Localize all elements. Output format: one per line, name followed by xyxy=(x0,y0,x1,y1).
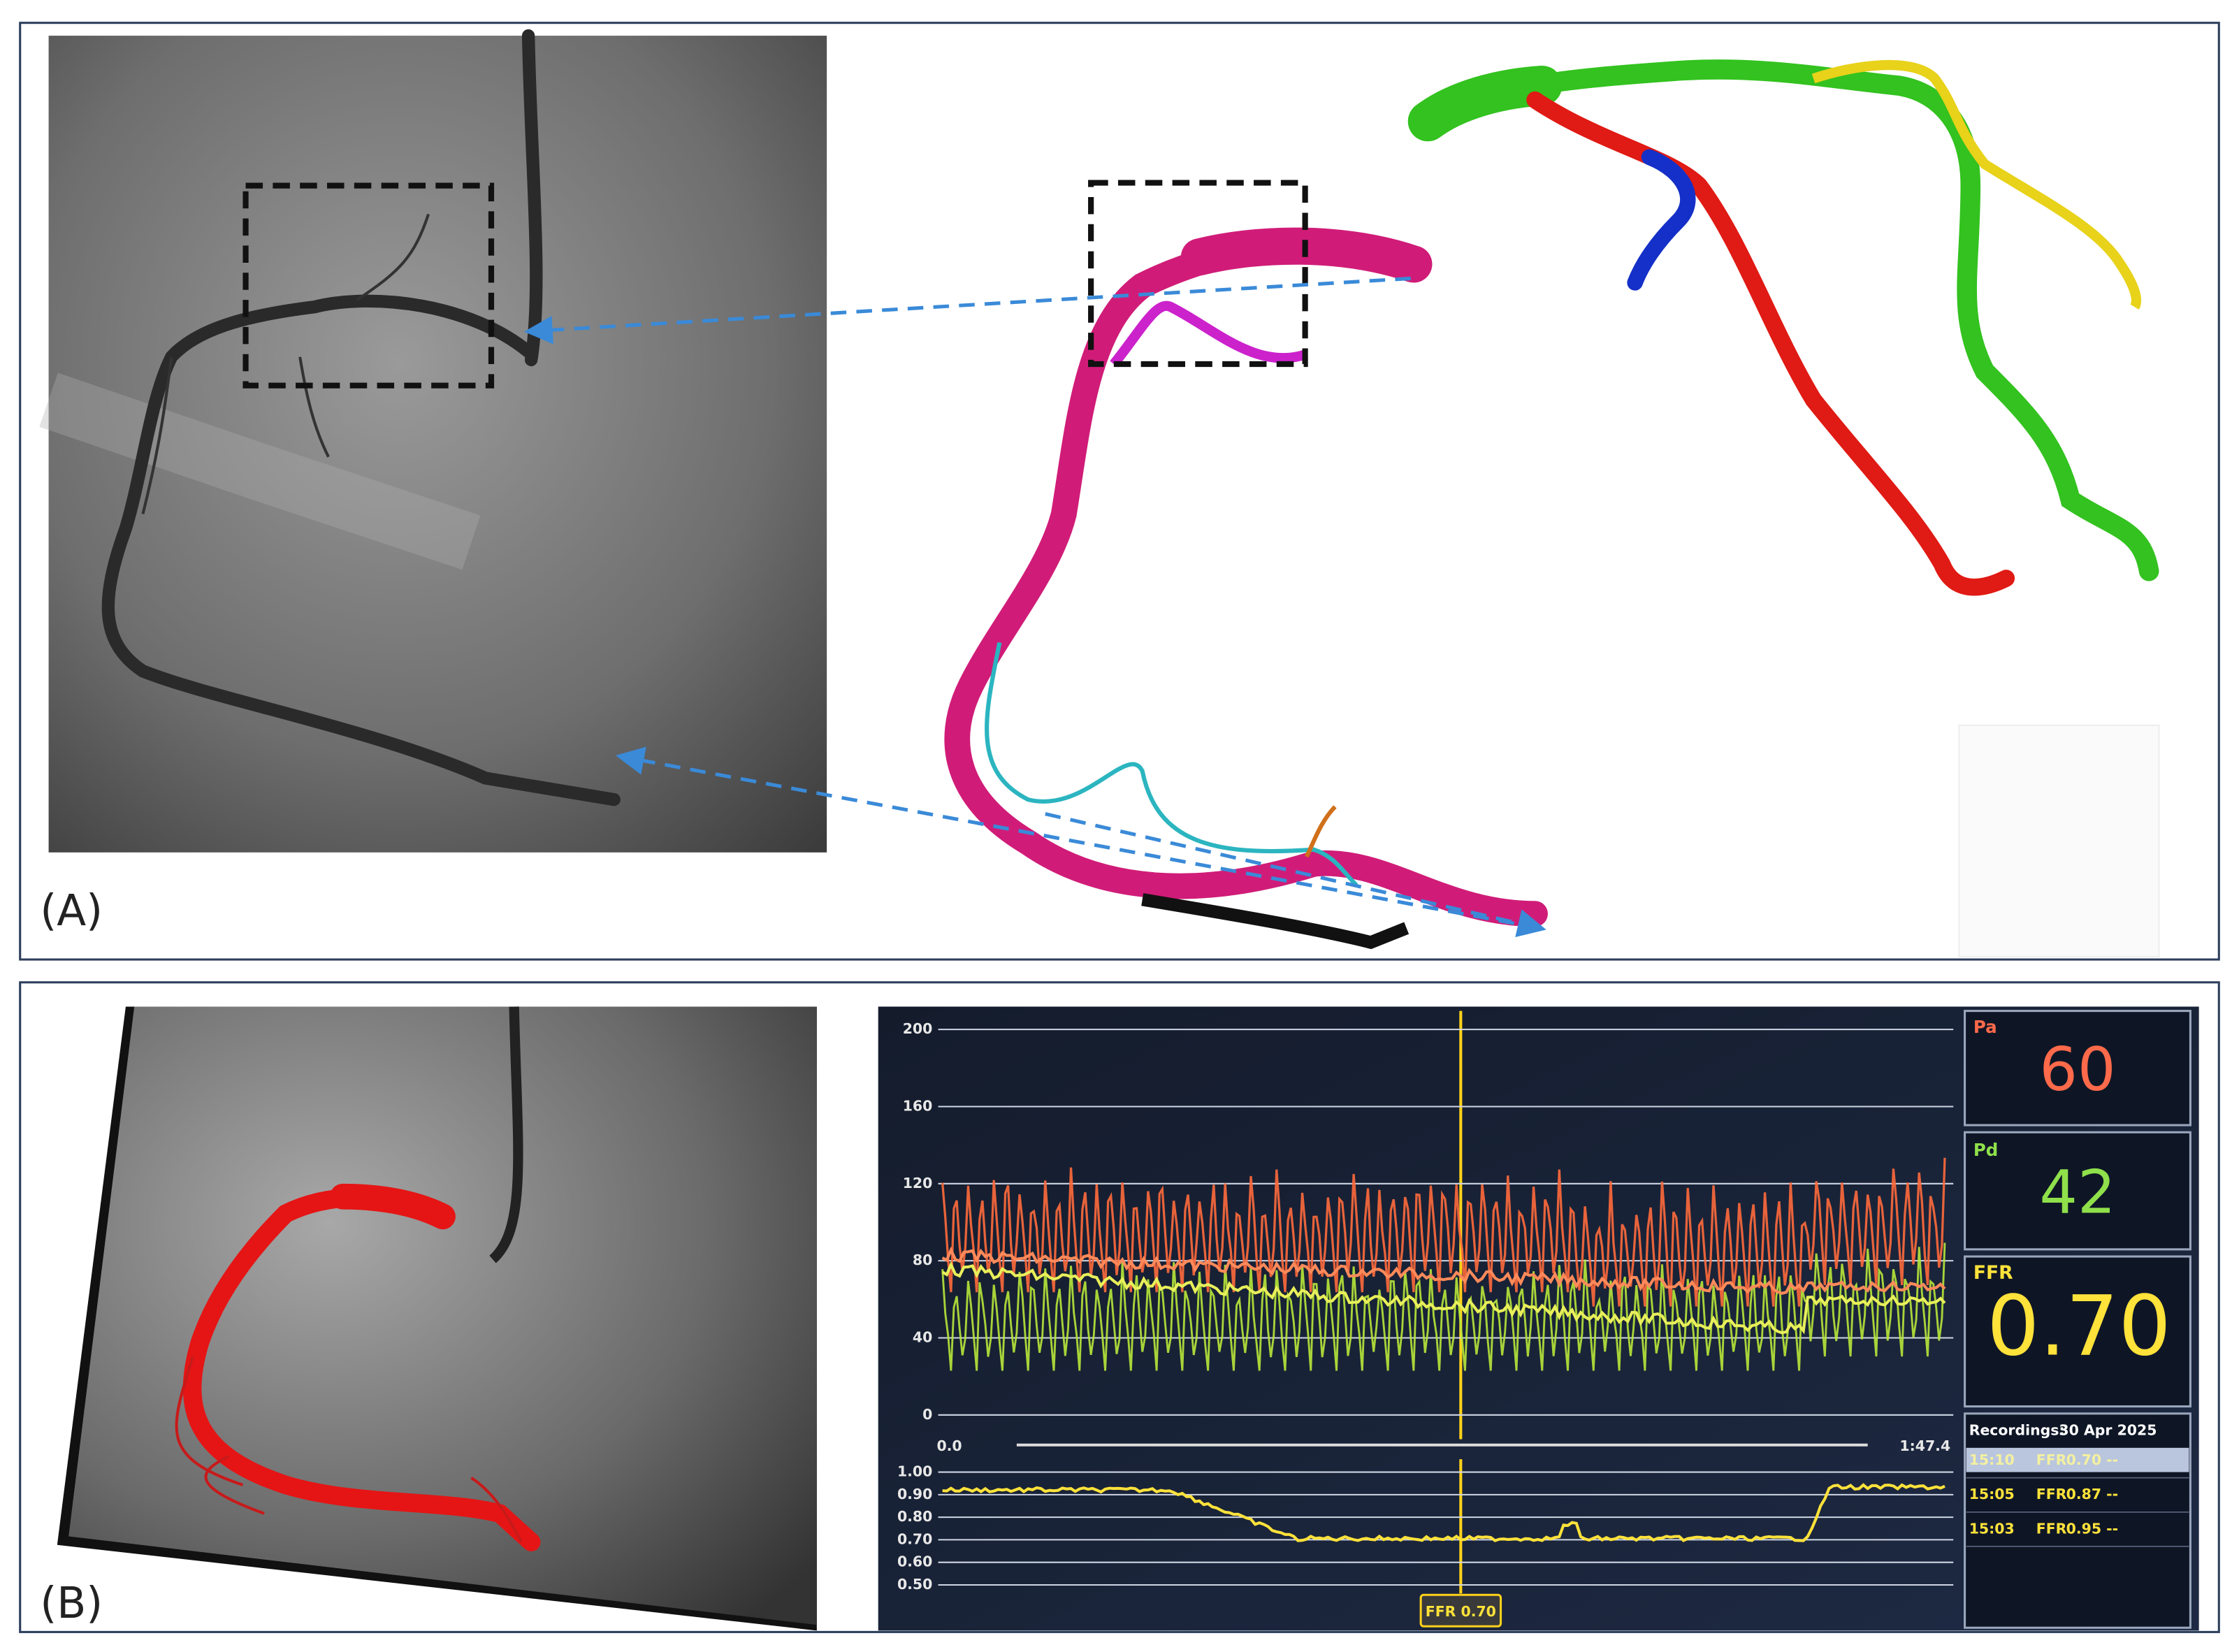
panel-label: (B) xyxy=(40,1579,103,1628)
angiogram-a xyxy=(39,29,827,853)
y-tick-label: 40 xyxy=(913,1328,932,1345)
y-tick-label: 0.60 xyxy=(897,1553,932,1570)
y-tick-label: 80 xyxy=(913,1252,932,1268)
waveform xyxy=(941,1242,1946,1371)
ffr-value: 0.70 xyxy=(1987,1278,2171,1375)
vessel-3d-rca xyxy=(944,180,1548,950)
cursor-label: FFR 0.70 xyxy=(1426,1603,1496,1620)
arrow xyxy=(523,276,1411,345)
pd-label: Pd xyxy=(1973,1140,1999,1160)
ffr-trace xyxy=(942,1483,1945,1542)
recording-cell: 0.87 -- xyxy=(2066,1486,2118,1502)
recording-cell: FFR xyxy=(2036,1520,2067,1537)
y-tick-label: 0 xyxy=(922,1406,932,1423)
y-tick-label: 120 xyxy=(903,1175,933,1191)
recordings-title: Recordings: xyxy=(1969,1421,2065,1438)
recording-cell: FFR xyxy=(2036,1451,2067,1468)
recording-cell: FFR xyxy=(2036,1486,2067,1502)
time-label: 1:47.4 xyxy=(1899,1437,1950,1454)
recording-cell: 0.70 -- xyxy=(2066,1451,2118,1468)
y-tick-label: 0.70 xyxy=(897,1530,932,1547)
inset-box xyxy=(1958,724,2160,957)
time-label: 0.0 xyxy=(936,1437,962,1454)
y-tick-label: 0.90 xyxy=(897,1486,932,1502)
mean-pa xyxy=(941,1246,1946,1295)
mean-pd xyxy=(941,1261,1946,1335)
y-tick-label: 200 xyxy=(903,1020,933,1037)
y-tick-label: 1.00 xyxy=(897,1463,932,1480)
pd-value: 42 xyxy=(2039,1158,2115,1228)
ffr-label: FFR xyxy=(1973,1262,2013,1284)
waveform xyxy=(941,1157,1946,1307)
arrow xyxy=(615,746,1540,930)
ffr-monitor: 0.0 1:47.4 Pa 60 Pd 42 FFR 0.70 Recordin… xyxy=(878,1006,2199,1631)
vessel-3d-left xyxy=(1407,59,2159,596)
angiogram-b xyxy=(57,1006,817,1631)
pa-value: 60 xyxy=(2039,1035,2115,1105)
y-tick-label: 0.80 xyxy=(897,1508,932,1525)
recording-cell: 15:05 xyxy=(1969,1486,2015,1502)
recording-cell: 0.95 -- xyxy=(2066,1520,2118,1537)
y-tick-label: 160 xyxy=(903,1097,933,1114)
pa-label: Pa xyxy=(1973,1017,1997,1037)
recording-cell: 15:03 xyxy=(1969,1520,2015,1537)
recording-cell: 15:10 xyxy=(1969,1451,2015,1468)
arrow xyxy=(1045,812,1546,938)
y-tick-label: 0.50 xyxy=(897,1576,932,1593)
recordings-date: 30 Apr 2025 xyxy=(2059,1421,2157,1438)
panel-label: (A) xyxy=(40,886,103,936)
